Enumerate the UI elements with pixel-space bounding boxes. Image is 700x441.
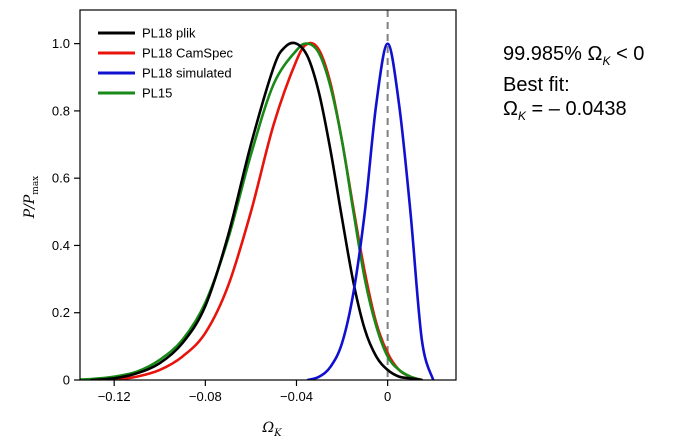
series-line-pl18-plik bbox=[90, 41, 424, 380]
annotation-panel: 99.985% ΩK < 0 Best fit: ΩK = – 0.0438 bbox=[503, 42, 693, 128]
x-tick-label: −0.08 bbox=[189, 389, 222, 404]
legend-label: PL18 simulated bbox=[142, 66, 232, 81]
probability-annotation: 99.985% ΩK < 0 bbox=[503, 43, 645, 68]
x-axis-ticks: −0.12 −0.08 −0.04 0 bbox=[98, 380, 391, 404]
y-tick-label: 0.6 bbox=[52, 171, 70, 186]
best-fit-label: Best fit: bbox=[503, 74, 570, 96]
x-tick-label: −0.12 bbox=[98, 389, 131, 404]
y-tick-label: 0.8 bbox=[52, 103, 70, 118]
x-tick-label: 0 bbox=[384, 389, 391, 404]
series-line-pl18-simulated bbox=[306, 42, 435, 380]
legend-label: PL18 plik bbox=[142, 26, 196, 41]
y-tick-label: 0 bbox=[63, 373, 70, 388]
x-tick-label: −0.04 bbox=[280, 389, 313, 404]
legend-label: PL18 CamSpec bbox=[142, 46, 234, 61]
series-layer bbox=[80, 41, 435, 380]
y-tick-label: 1.0 bbox=[52, 36, 70, 51]
legend: PL18 plik PL18 CamSpec PL18 simulated PL15 bbox=[98, 26, 234, 101]
y-axis-ticks: 0 0.2 0.4 0.6 0.8 1.0 bbox=[52, 36, 80, 388]
series-line-pl15 bbox=[80, 42, 424, 380]
y-tick-label: 0.4 bbox=[52, 238, 70, 253]
x-axis-title: ΩK bbox=[261, 420, 282, 439]
plot-frame bbox=[79, 9, 457, 381]
legend-label: PL15 bbox=[142, 86, 172, 101]
y-tick-label: 0.2 bbox=[52, 305, 70, 320]
y-axis-title: P/Pmax bbox=[22, 176, 41, 220]
series-line-pl18-camspec bbox=[112, 41, 424, 380]
best-fit-value: ΩK = – 0.0438 bbox=[503, 98, 627, 123]
